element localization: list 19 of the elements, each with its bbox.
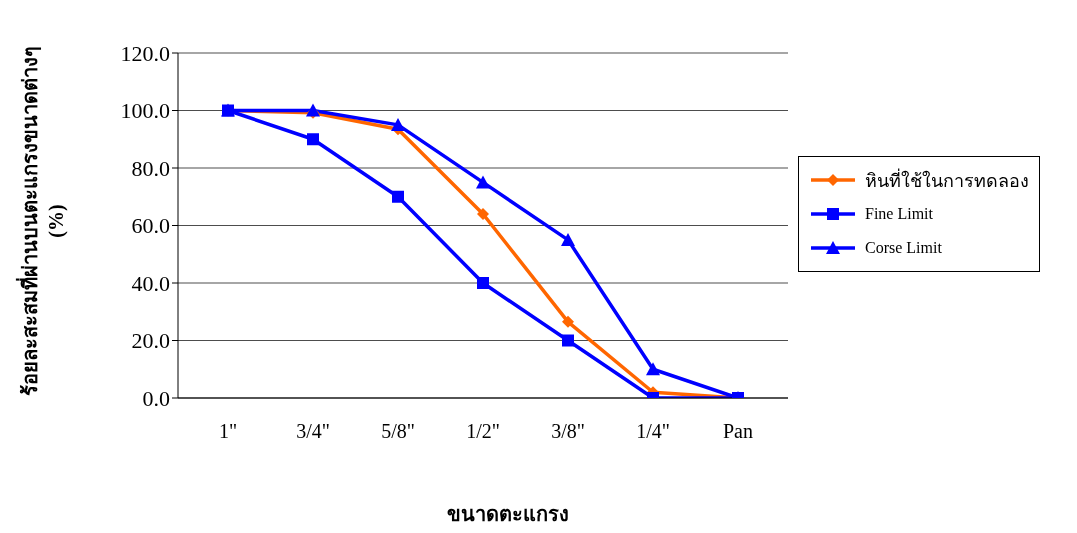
- y-tick-label: 120.0: [120, 40, 170, 66]
- y-axis-title: ร้อยละสะสมที่ผ่านบนตะแกรงขนาดต่างๆ (%): [17, 44, 68, 398]
- legend-label: Fine Limit: [865, 205, 933, 223]
- y-tick-label: 80.0: [131, 155, 170, 181]
- x-axis-title: ขนาดตะแกรง: [446, 502, 570, 527]
- x-tick-label: 3/4": [296, 420, 330, 443]
- y-tick-label: 40.0: [131, 270, 170, 296]
- y-tick-label: 0.0: [142, 385, 170, 411]
- x-tick-label: 1": [218, 420, 238, 443]
- legend-label: หินที่ใช้ในการทดลอง: [865, 167, 1029, 193]
- legend-label: Corse Limit: [865, 239, 942, 257]
- y-tick-label: 100.0: [120, 98, 170, 124]
- x-tick-label: 5/8": [381, 420, 415, 443]
- x-tick-label: 1/2": [466, 420, 500, 443]
- x-tick-label: Pan: [723, 420, 753, 443]
- y-tick-label: 60.0: [131, 213, 170, 239]
- x-tick-label: 3/8": [551, 420, 585, 443]
- x-tick-label: 1/4": [636, 420, 670, 443]
- y-tick-label: 20.0: [131, 328, 170, 354]
